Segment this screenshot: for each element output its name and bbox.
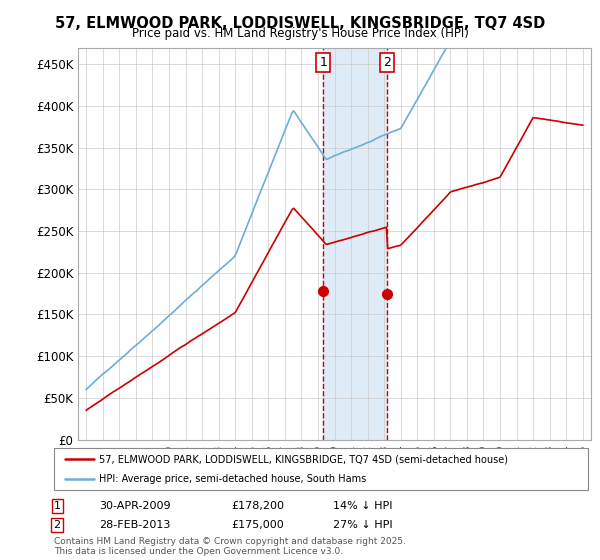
Text: 2: 2 (53, 520, 61, 530)
Text: 57, ELMWOOD PARK, LODDISWELL, KINGSBRIDGE, TQ7 4SD (semi-detached house): 57, ELMWOOD PARK, LODDISWELL, KINGSBRIDG… (100, 454, 508, 464)
Text: 57, ELMWOOD PARK, LODDISWELL, KINGSBRIDGE, TQ7 4SD: 57, ELMWOOD PARK, LODDISWELL, KINGSBRIDG… (55, 16, 545, 31)
Text: HPI: Average price, semi-detached house, South Hams: HPI: Average price, semi-detached house,… (100, 474, 367, 484)
Text: 27% ↓ HPI: 27% ↓ HPI (333, 520, 392, 530)
Text: 1: 1 (319, 56, 328, 69)
Text: This data is licensed under the Open Government Licence v3.0.: This data is licensed under the Open Gov… (54, 547, 343, 556)
Text: Contains HM Land Registry data © Crown copyright and database right 2025.: Contains HM Land Registry data © Crown c… (54, 537, 406, 546)
Text: £175,000: £175,000 (231, 520, 284, 530)
Text: 28-FEB-2013: 28-FEB-2013 (99, 520, 170, 530)
Text: 1: 1 (53, 501, 61, 511)
Text: Price paid vs. HM Land Registry's House Price Index (HPI): Price paid vs. HM Land Registry's House … (131, 27, 469, 40)
Text: 2: 2 (383, 56, 391, 69)
Bar (323, 48, 387, 440)
Text: 30-APR-2009: 30-APR-2009 (99, 501, 170, 511)
Text: 14% ↓ HPI: 14% ↓ HPI (333, 501, 392, 511)
Text: £178,200: £178,200 (231, 501, 284, 511)
